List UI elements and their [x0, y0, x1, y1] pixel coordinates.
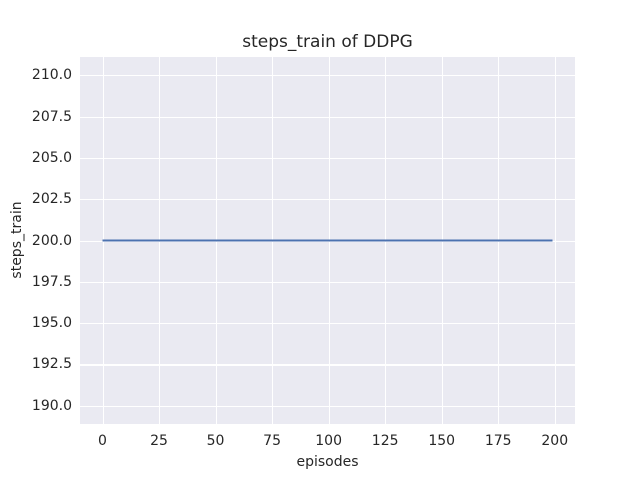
y-tick-label: 205.0 — [31, 149, 72, 166]
gridline-horizontal — [80, 364, 575, 366]
x-tick-label: 0 — [98, 433, 107, 449]
gridline-horizontal — [80, 405, 575, 407]
y-axis-title: steps_train — [9, 201, 25, 279]
series-layer — [80, 57, 575, 424]
y-tick-label: 202.5 — [31, 191, 72, 208]
x-tick-label: 125 — [371, 433, 399, 449]
x-tick-label: 200 — [541, 433, 569, 449]
x-axis-tick-labels: 0 25 50 75 100 125 150 175 200 — [80, 433, 575, 451]
y-tick-label: 190.0 — [31, 397, 72, 414]
x-tick-label: 50 — [206, 433, 225, 449]
x-tick-label: 25 — [150, 433, 168, 449]
y-tick-label: 195.0 — [31, 315, 72, 332]
y-tick-label: 197.5 — [31, 273, 72, 290]
y-tick-label: 207.5 — [31, 108, 72, 125]
gridline-horizontal — [80, 116, 575, 118]
y-tick-label: 210.0 — [31, 67, 72, 84]
gridline-vertical — [554, 57, 556, 424]
gridline-horizontal — [80, 157, 575, 160]
x-tick-label: 75 — [263, 433, 282, 449]
y-tick-label: 192.5 — [31, 356, 72, 373]
gridline-horizontal — [80, 323, 575, 325]
x-tick-label: 100 — [315, 433, 342, 449]
x-axis-title: episodes — [296, 454, 359, 470]
y-axis-tick-labels: 190.0 192.5 195.0 197.5 200.0 202.5 205.0 207.5… — [0, 57, 72, 424]
plot-area — [80, 57, 575, 424]
gridline-horizontal — [80, 199, 575, 201]
x-tick-label: 150 — [428, 433, 456, 449]
gridline-horizontal — [80, 281, 575, 284]
gridline-horizontal — [80, 75, 575, 77]
y-tick-label: 200.0 — [31, 232, 72, 249]
chart-title: steps_train of DDPG — [242, 32, 413, 52]
x-tick-label: 175 — [484, 433, 512, 449]
